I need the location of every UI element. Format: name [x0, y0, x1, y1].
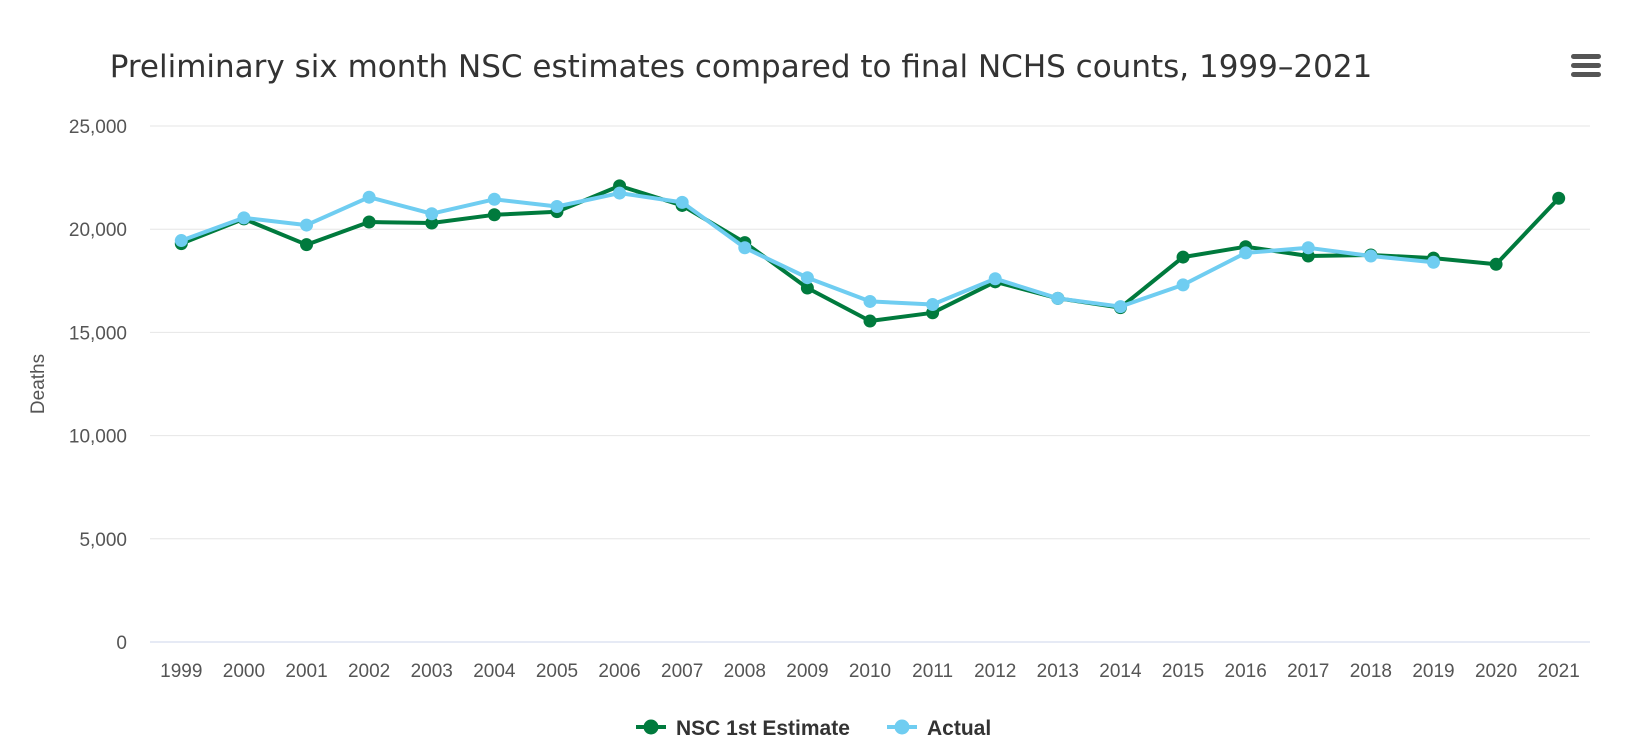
x-tick-label: 2013: [1037, 661, 1079, 682]
data-point[interactable]: [425, 216, 439, 230]
data-point[interactable]: [863, 314, 877, 328]
x-tick-label: 2001: [285, 661, 327, 682]
data-point[interactable]: [1176, 278, 1190, 292]
chart-context-menu-button[interactable]: [1568, 48, 1604, 84]
legend-item-actual[interactable]: Actual: [887, 717, 991, 740]
data-point[interactable]: [613, 186, 627, 200]
legend-symbol-marker: [643, 719, 659, 735]
x-tick-label: 2009: [786, 661, 828, 682]
y-tick-label: 5,000: [79, 530, 127, 551]
data-point[interactable]: [1113, 300, 1127, 314]
x-tick-label: 1999: [160, 661, 202, 682]
data-point[interactable]: [1364, 249, 1378, 263]
data-point[interactable]: [863, 294, 877, 308]
data-point[interactable]: [738, 241, 752, 255]
x-tick-label: 2020: [1475, 661, 1517, 682]
y-tick-label: 15,000: [69, 323, 127, 344]
data-point[interactable]: [362, 215, 376, 229]
data-point[interactable]: [550, 199, 564, 213]
legend-item-nsc-1st-estimate[interactable]: NSC 1st Estimate: [636, 717, 850, 740]
data-point[interactable]: [300, 218, 314, 232]
data-point[interactable]: [1051, 291, 1065, 305]
x-tick-label: 2021: [1538, 661, 1580, 682]
data-point[interactable]: [1176, 250, 1190, 264]
data-point[interactable]: [487, 192, 501, 206]
x-tick-label: 2003: [411, 661, 453, 682]
x-tick-label: 2016: [1225, 661, 1267, 682]
x-tick-label: 2010: [849, 661, 891, 682]
x-tick-label: 2011: [912, 661, 953, 682]
x-tick-label: 2002: [348, 661, 390, 682]
data-point[interactable]: [926, 298, 940, 312]
x-tick-label: 2008: [724, 661, 766, 682]
data-point[interactable]: [1489, 257, 1503, 271]
legend-label: NSC 1st Estimate: [676, 717, 850, 740]
series-actual: [174, 186, 1440, 314]
y-tick-label: 0: [116, 633, 127, 654]
x-tick-label: 2017: [1287, 661, 1329, 682]
data-point[interactable]: [487, 208, 501, 222]
x-tick-label: 2015: [1162, 661, 1204, 682]
x-tick-label: 2018: [1350, 661, 1392, 682]
legend: NSC 1st Estimate Actual: [636, 717, 991, 740]
data-point[interactable]: [174, 234, 188, 248]
data-point[interactable]: [362, 190, 376, 204]
y-tick-label: 20,000: [69, 220, 127, 241]
legend-symbol-marker: [894, 719, 910, 735]
x-tick-label: 2005: [536, 661, 578, 682]
data-point[interactable]: [1552, 191, 1566, 205]
x-tick-label: 2007: [661, 661, 703, 682]
legend-label: Actual: [927, 717, 991, 740]
x-tick-label: 2004: [473, 661, 516, 682]
data-point[interactable]: [1426, 255, 1440, 269]
series-layer: [174, 179, 1566, 328]
x-tick-label: 2006: [598, 661, 640, 682]
data-point[interactable]: [988, 272, 1002, 286]
x-tick-label: 2000: [223, 661, 265, 682]
data-point[interactable]: [800, 271, 814, 285]
data-point[interactable]: [1239, 246, 1253, 260]
x-tick-label: 2012: [974, 661, 1016, 682]
x-tick-label: 2019: [1412, 661, 1454, 682]
y-tick-label: 25,000: [69, 117, 127, 138]
data-point[interactable]: [237, 211, 251, 225]
chart-title: Preliminary six month NSC estimates comp…: [110, 49, 1373, 85]
data-point[interactable]: [425, 207, 439, 221]
x-tick-label: 2014: [1099, 661, 1142, 682]
gridlines: [150, 125, 1590, 643]
x-axis-tick-labels: 1999 2000 2001 2002 2003 2004 2005 2006 2007 2008…: [160, 661, 1580, 682]
data-point[interactable]: [1301, 241, 1315, 255]
y-axis-tick-labels: 0 5,000 10,000 15,000 20,000 25,000: [69, 117, 127, 654]
data-point[interactable]: [800, 281, 814, 295]
data-point[interactable]: [675, 195, 689, 209]
y-axis-title: Deaths: [28, 354, 49, 414]
data-point[interactable]: [300, 238, 314, 252]
y-tick-label: 10,000: [69, 427, 127, 448]
